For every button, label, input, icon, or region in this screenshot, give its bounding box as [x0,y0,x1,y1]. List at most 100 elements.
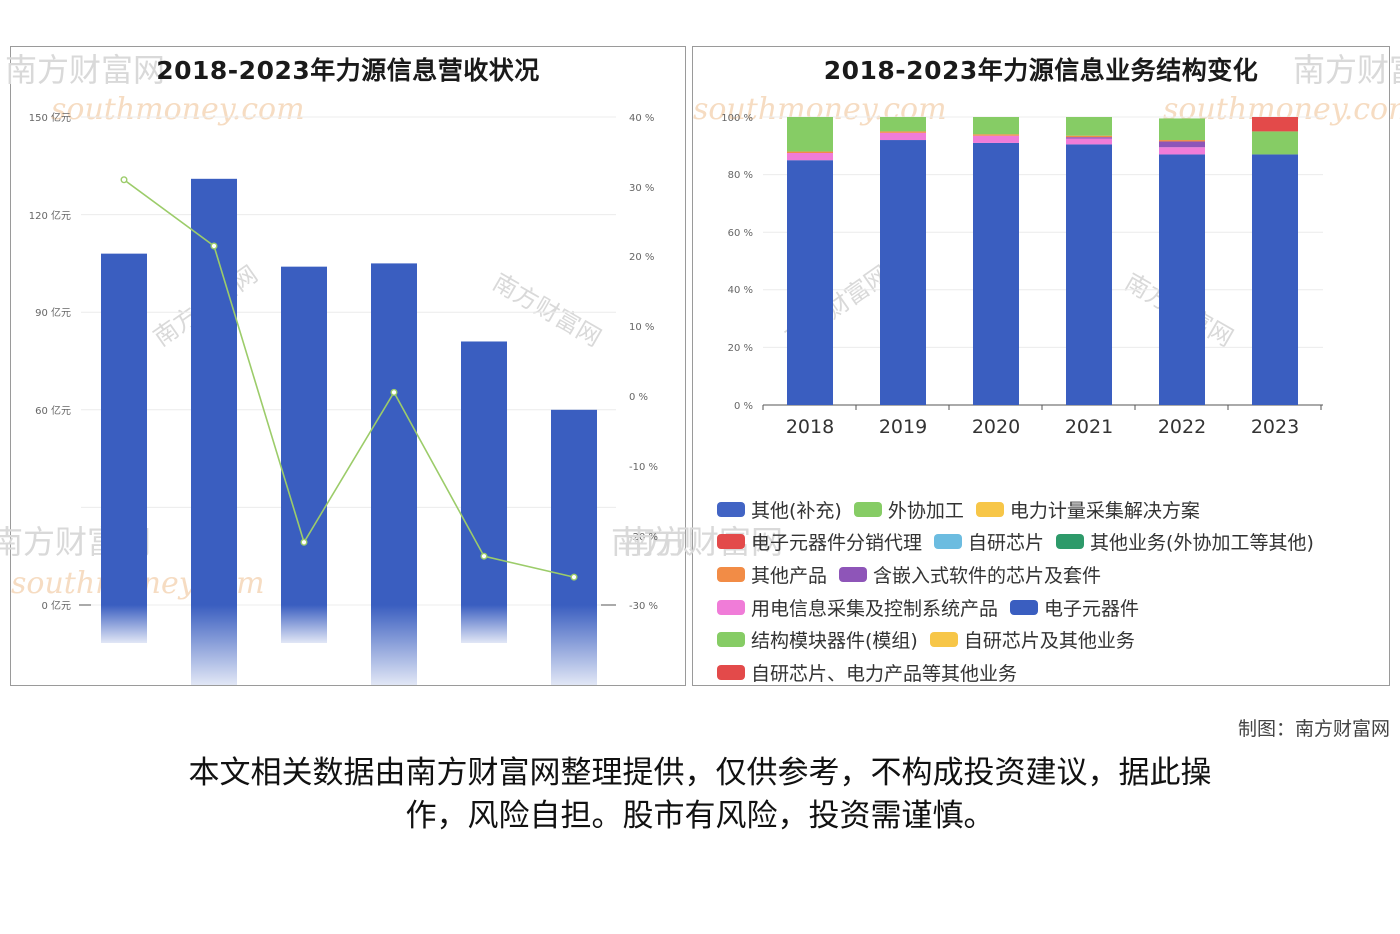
y-tick-label: 0 亿元 [41,599,71,612]
x-tick-label: 2023 [1251,416,1299,438]
y-tick-label: 100 % [721,113,753,124]
structure-chart-title: 2018-2023年力源信息业务结构变化 [823,56,1259,85]
y2-tick-label: -20 % [629,532,658,543]
legend-item: 自研芯片、电力产品等其他业务 [717,659,1017,686]
grid-lines [79,116,616,606]
legend-item: 含嵌入式软件的芯片及套件 [839,561,1101,588]
stacked-segment [1252,117,1298,132]
growth-line-path [123,179,575,578]
disclaimer-text: 本文相关数据由南方财富网整理提供，仅供参考，不构成投资建议，据此操 作，风险自担… [60,752,1340,838]
legend-label: 结构模块器件(模组) [751,630,918,653]
x-tick-label: 2020 [972,416,1020,438]
stacked-segment [1159,147,1205,155]
stacked-segment [880,131,926,133]
stacked-segment [787,151,833,153]
legend-swatch [853,501,882,517]
legend-item: 用电信息采集及控制系统产品 [717,594,998,621]
legend-item: 其他产品 [717,561,827,588]
legend-label: 电子元器件 [1044,597,1140,620]
stacked-segment [1066,137,1112,139]
stacked-segment [1159,118,1205,141]
y-tick-label: 120 亿元 [29,209,71,222]
legend-swatch [717,632,745,648]
legend-swatch [839,566,868,582]
grid-lines [762,116,1323,410]
growth-point [480,552,488,560]
legend-swatch [717,534,745,550]
watermark-text: 南方财富网 [1293,51,1400,89]
stacked-bars [787,117,1298,406]
legend-item: 其他业务(外协加工等其他) [1056,528,1314,555]
y2-tick-label: 20 % [629,252,654,263]
bar-reflection [461,605,507,643]
y-tick-label: 150 亿元 [29,111,71,124]
stacked-segment [1066,138,1112,145]
y-tick-label: 20 % [728,343,753,354]
stacked-segment [973,135,1019,143]
legend-label: 外协加工 [887,499,964,522]
legend-label: 自研芯片及其他业务 [963,630,1135,653]
watermark-domain-text: southmoney.com [51,92,305,127]
legend-item: 外协加工 [853,496,964,523]
left-axis-ticks: 150 亿元 120 亿元 90 亿元 60 亿元 0 亿元 [29,111,71,612]
watermark-text: 南方财富网 [623,523,783,561]
y-tick-label: 40 % [728,285,753,296]
y2-tick-label: -10 % [629,462,658,473]
legend-swatch [934,534,963,550]
legend-swatch [929,632,958,648]
disclaimer-line: 本文相关数据由南方财富网整理提供，仅供参考，不构成投资建议，据此操 [188,755,1212,791]
right-axis-ticks: 40 % 30 % 20 % 10 % 0 % -10 % -20 % -30 … [629,113,658,612]
y-tick-label: 80 % [728,170,753,181]
x-axis-ticks: 2018 2019 2020 2021 2022 2023 [786,416,1299,438]
bar-reflection [551,605,597,685]
stacked-segment [1066,117,1112,136]
stacked-segment [1159,154,1205,405]
y-tick-label: 90 亿元 [35,306,71,319]
revenue-bar [101,253,147,605]
legend-swatch [717,599,745,615]
revenue-bar [371,263,417,605]
stacked-segment [1159,141,1205,148]
bar-reflection [281,605,327,643]
legend-item: 电子元器件分销代理 [717,528,922,555]
stacked-segment [1066,135,1112,138]
y-tick-label: 0 % [734,401,753,412]
stacked-segment [973,142,1019,406]
legend-label: 自研芯片、电力产品等其他业务 [751,662,1018,685]
y2-tick-label: 30 % [629,183,654,194]
watermark-text: 南方财富网 [5,51,165,89]
stacked-segment [787,160,833,405]
stacked-segment [787,117,833,152]
legend-item: 结构模块器件(模组) [717,626,918,653]
stacked-segment [880,140,926,405]
legend-label: 电子元器件分销代理 [751,532,923,555]
x-tick-label: 2018 [786,416,834,438]
y-tick-label: 60 亿元 [35,404,71,417]
watermark-text: 南方财富网 [488,268,606,352]
stacked-segment [1252,154,1298,405]
structure-chart-svg: 南方财富网 southmoney.com 南方财富网 southmoney.co… [623,51,1400,561]
legend-label: 含嵌入式软件的芯片及套件 [873,564,1102,587]
stacked-segment [973,134,1019,136]
bar-reflection [101,605,147,643]
legend-swatch [717,566,745,582]
business-structure-panel: 南方财富网 southmoney.com 南方财富网 southmoney.co… [623,46,1400,686]
legend-item: 电子元器件 [1010,594,1139,621]
bar-reflection [371,605,417,685]
revenue-bar [551,409,597,605]
revenue-bar [191,178,237,605]
growth-point [390,388,398,396]
revenue-bar [461,341,507,605]
stacked-segment [880,132,926,141]
revenue-chart-title: 2018-2023年力源信息营收状况 [156,56,540,85]
y-tick-label: 60 % [728,228,753,239]
legend-label: 其他(补充) [751,499,842,522]
x-tick-label: 2019 [879,416,927,438]
legend-item: 自研芯片 [934,528,1044,555]
legend-swatch [717,664,745,680]
legend-item: 其他(补充) [717,496,842,523]
legend-label: 其他产品 [751,564,828,587]
growth-point [570,573,578,581]
chart-credit: 制图：南方财富网 [1237,718,1390,740]
growth-point [300,538,308,546]
